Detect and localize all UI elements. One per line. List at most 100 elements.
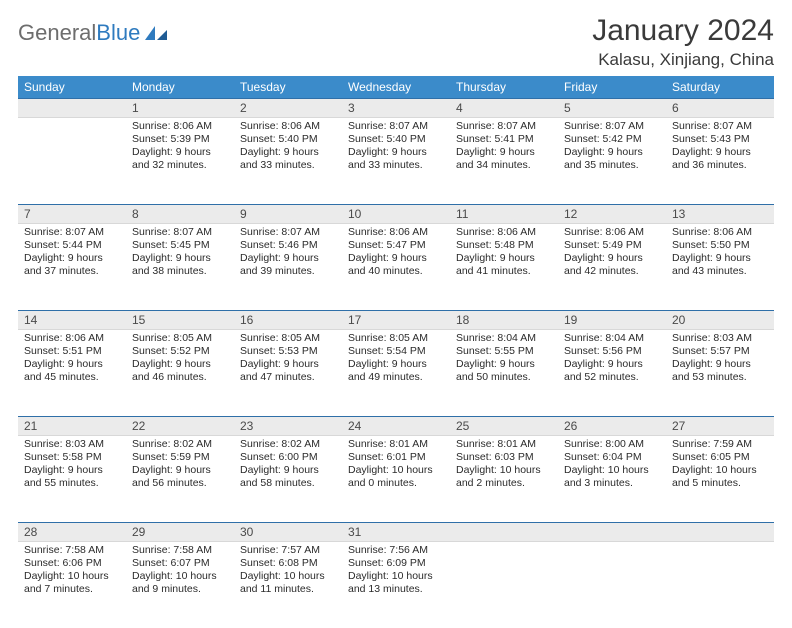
day-number: 13 [666,204,774,224]
daynum-row: 14151617181920 [18,310,774,330]
day-number-cell: 5 [558,98,666,118]
day-number-cell: 10 [342,204,450,224]
day-details: Sunrise: 8:07 AMSunset: 5:40 PMDaylight:… [342,118,450,177]
week-row: Sunrise: 8:07 AMSunset: 5:44 PMDaylight:… [18,224,774,310]
day-number: 7 [18,204,126,224]
week-row: Sunrise: 8:06 AMSunset: 5:51 PMDaylight:… [18,330,774,416]
day-cell: Sunrise: 8:02 AMSunset: 6:00 PMDaylight:… [234,436,342,522]
day-cell: Sunrise: 8:07 AMSunset: 5:42 PMDaylight:… [558,118,666,204]
daynum-row: 21222324252627 [18,416,774,436]
day-number [558,522,666,542]
page-title: January 2024 [592,14,774,48]
day-number-cell: 13 [666,204,774,224]
day-header: Friday [558,76,666,98]
day-header: Tuesday [234,76,342,98]
day-details: Sunrise: 7:56 AMSunset: 6:09 PMDaylight:… [342,542,450,601]
day-header: Saturday [666,76,774,98]
day-number: 30 [234,522,342,542]
day-cell: Sunrise: 7:57 AMSunset: 6:08 PMDaylight:… [234,542,342,628]
day-number: 31 [342,522,450,542]
day-details: Sunrise: 8:06 AMSunset: 5:49 PMDaylight:… [558,224,666,283]
day-details: Sunrise: 8:06 AMSunset: 5:48 PMDaylight:… [450,224,558,283]
day-details: Sunrise: 8:03 AMSunset: 5:57 PMDaylight:… [666,330,774,389]
day-cell: Sunrise: 7:58 AMSunset: 6:06 PMDaylight:… [18,542,126,628]
day-number-cell: 28 [18,522,126,542]
day-number: 18 [450,310,558,330]
week-row: Sunrise: 8:06 AMSunset: 5:39 PMDaylight:… [18,118,774,204]
day-number-cell: 4 [450,98,558,118]
day-details: Sunrise: 8:07 AMSunset: 5:46 PMDaylight:… [234,224,342,283]
day-cell: Sunrise: 8:00 AMSunset: 6:04 PMDaylight:… [558,436,666,522]
day-number: 26 [558,416,666,436]
day-cell: Sunrise: 8:06 AMSunset: 5:50 PMDaylight:… [666,224,774,310]
day-cell: Sunrise: 8:06 AMSunset: 5:48 PMDaylight:… [450,224,558,310]
day-number [450,522,558,542]
day-cell [558,542,666,628]
day-number-cell [558,522,666,542]
day-number: 11 [450,204,558,224]
day-number: 22 [126,416,234,436]
day-number: 27 [666,416,774,436]
day-number: 1 [126,98,234,118]
day-number-cell: 19 [558,310,666,330]
daynum-row: 78910111213 [18,204,774,224]
day-number-cell: 21 [18,416,126,436]
day-number-cell: 20 [666,310,774,330]
day-details: Sunrise: 8:06 AMSunset: 5:47 PMDaylight:… [342,224,450,283]
day-details: Sunrise: 8:07 AMSunset: 5:44 PMDaylight:… [18,224,126,283]
day-number: 12 [558,204,666,224]
day-details: Sunrise: 8:06 AMSunset: 5:40 PMDaylight:… [234,118,342,177]
day-number-cell: 16 [234,310,342,330]
day-number [666,522,774,542]
day-details: Sunrise: 7:58 AMSunset: 6:06 PMDaylight:… [18,542,126,601]
day-details: Sunrise: 8:07 AMSunset: 5:42 PMDaylight:… [558,118,666,177]
day-number-cell: 17 [342,310,450,330]
day-number-cell: 29 [126,522,234,542]
day-number: 29 [126,522,234,542]
day-details: Sunrise: 7:59 AMSunset: 6:05 PMDaylight:… [666,436,774,495]
week-row: Sunrise: 8:03 AMSunset: 5:58 PMDaylight:… [18,436,774,522]
day-header-row: SundayMondayTuesdayWednesdayThursdayFrid… [18,76,774,98]
day-header: Monday [126,76,234,98]
day-number-cell: 8 [126,204,234,224]
day-number-cell: 24 [342,416,450,436]
day-number: 6 [666,98,774,118]
day-number-cell: 14 [18,310,126,330]
daynum-row: 28293031 [18,522,774,542]
day-number: 2 [234,98,342,118]
day-details: Sunrise: 8:01 AMSunset: 6:03 PMDaylight:… [450,436,558,495]
day-number-cell [450,522,558,542]
daynum-row: 123456 [18,98,774,118]
day-cell: Sunrise: 8:07 AMSunset: 5:43 PMDaylight:… [666,118,774,204]
day-number: 15 [126,310,234,330]
day-number: 20 [666,310,774,330]
day-number-cell: 15 [126,310,234,330]
day-details: Sunrise: 8:07 AMSunset: 5:43 PMDaylight:… [666,118,774,177]
day-cell: Sunrise: 8:01 AMSunset: 6:03 PMDaylight:… [450,436,558,522]
day-cell [666,542,774,628]
brand-sail-icon [143,24,169,42]
day-number: 5 [558,98,666,118]
day-cell: Sunrise: 8:06 AMSunset: 5:39 PMDaylight:… [126,118,234,204]
day-number-cell: 22 [126,416,234,436]
day-number: 19 [558,310,666,330]
day-cell: Sunrise: 8:03 AMSunset: 5:58 PMDaylight:… [18,436,126,522]
day-header: Wednesday [342,76,450,98]
day-number-cell: 27 [666,416,774,436]
week-row: Sunrise: 7:58 AMSunset: 6:06 PMDaylight:… [18,542,774,628]
day-cell: Sunrise: 7:59 AMSunset: 6:05 PMDaylight:… [666,436,774,522]
day-details: Sunrise: 8:02 AMSunset: 5:59 PMDaylight:… [126,436,234,495]
day-number: 10 [342,204,450,224]
day-cell: Sunrise: 8:05 AMSunset: 5:54 PMDaylight:… [342,330,450,416]
day-cell: Sunrise: 8:05 AMSunset: 5:52 PMDaylight:… [126,330,234,416]
day-cell: Sunrise: 8:04 AMSunset: 5:56 PMDaylight:… [558,330,666,416]
day-number: 23 [234,416,342,436]
day-number-cell: 12 [558,204,666,224]
title-block: January 2024 Kalasu, Xinjiang, China [592,14,774,70]
day-number-cell: 26 [558,416,666,436]
day-number-cell: 18 [450,310,558,330]
day-cell: Sunrise: 8:06 AMSunset: 5:49 PMDaylight:… [558,224,666,310]
brand-part2: Blue [96,20,140,46]
day-cell: Sunrise: 8:03 AMSunset: 5:57 PMDaylight:… [666,330,774,416]
day-number: 3 [342,98,450,118]
